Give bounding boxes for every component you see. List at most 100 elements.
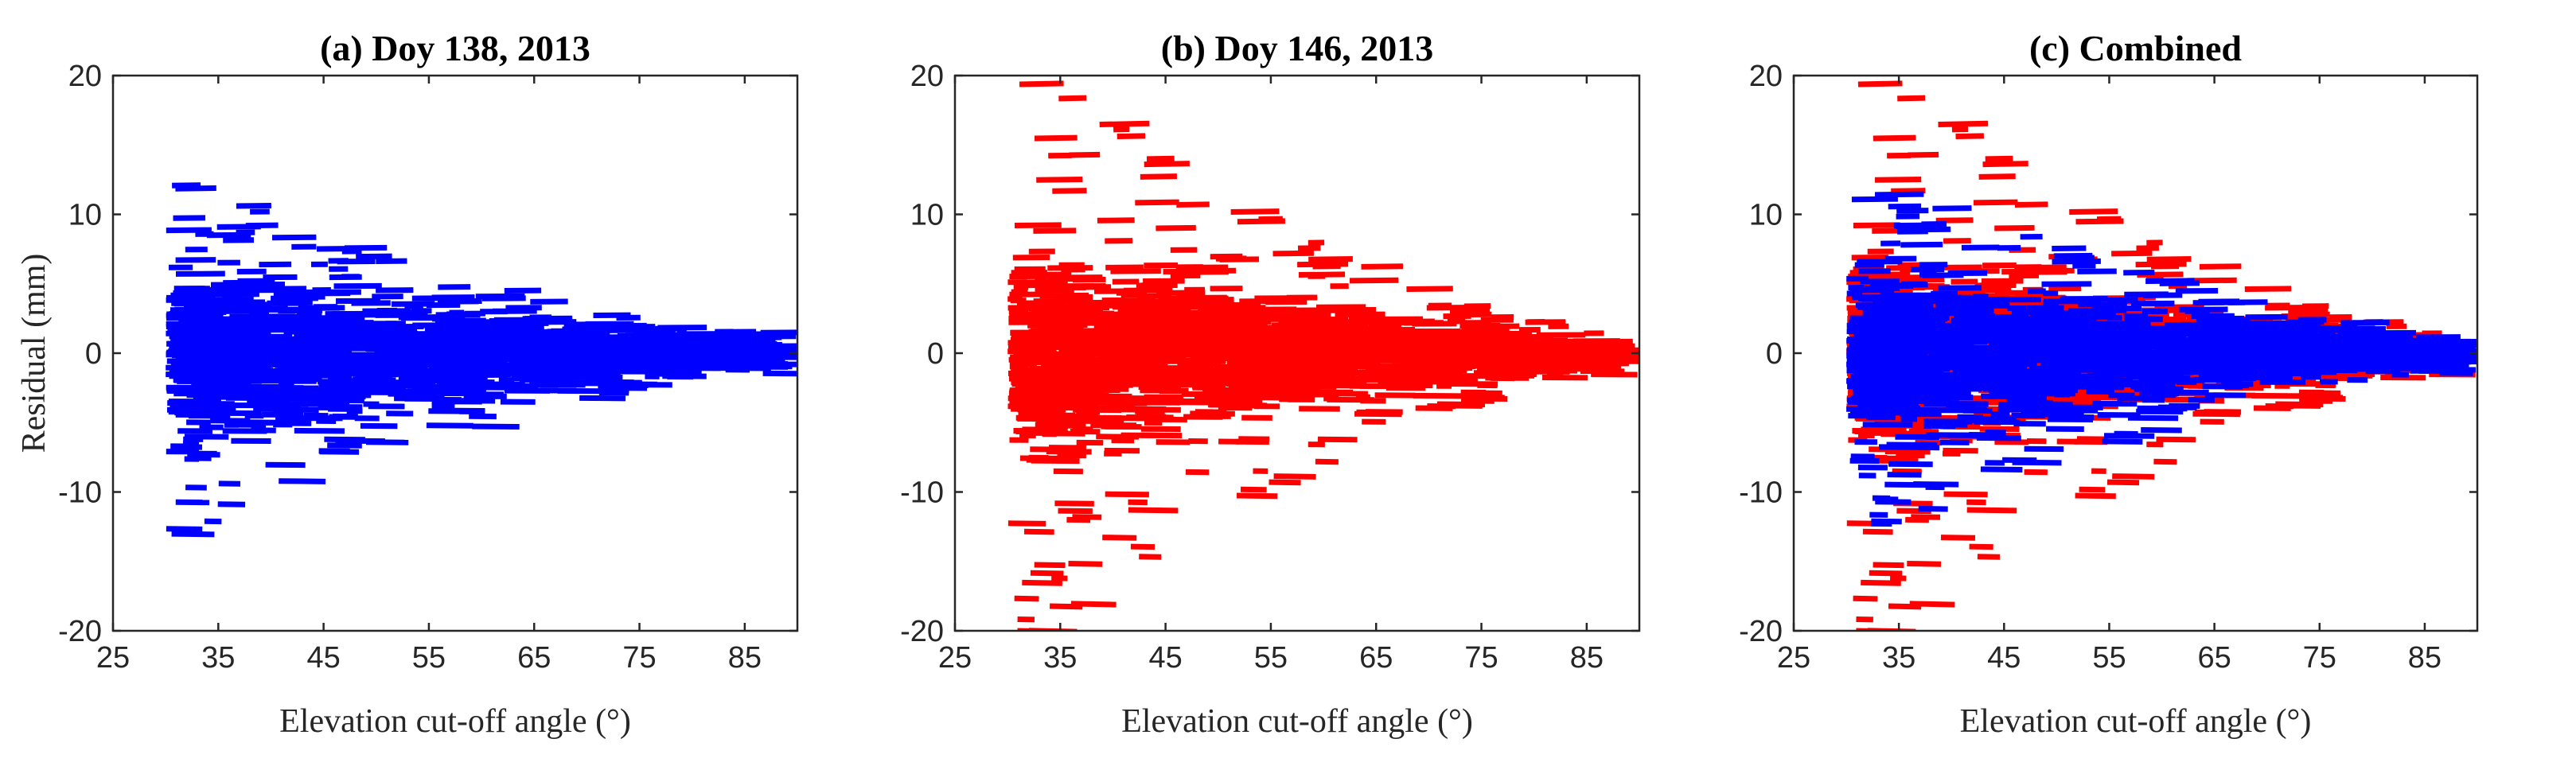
scatter-point [170, 444, 194, 450]
scatter-point [1291, 319, 1333, 325]
scatter-point [1182, 350, 1216, 356]
scatter-point [505, 305, 542, 311]
scatter-point [2026, 438, 2047, 445]
scatter-point [2307, 311, 2330, 317]
scatter-point [505, 322, 536, 329]
scatter-point [321, 340, 359, 346]
scatter-point [1966, 499, 1986, 506]
scatter-point [1264, 346, 1315, 352]
scatter-point [414, 331, 452, 337]
scatter-point [264, 313, 295, 320]
scatter-point [1873, 134, 1916, 142]
scatter-point [1101, 362, 1136, 368]
scatter-point [1139, 554, 1162, 560]
scatter-point [1297, 261, 1349, 268]
scatter-point [291, 243, 317, 250]
scatter-point [1028, 628, 1078, 631]
scatter-point [354, 415, 380, 422]
scatter-point [1014, 266, 1046, 272]
scatter-point [1192, 383, 1214, 390]
x-tick-label: 35 [1043, 641, 1077, 675]
scatter-point [198, 363, 221, 369]
scatter-point [1503, 360, 1519, 366]
scatter-point [1210, 321, 1249, 327]
scatter-point [225, 320, 248, 326]
scatter-point [172, 182, 201, 189]
scatter-point [1048, 275, 1094, 282]
scatter-point [203, 307, 221, 313]
scatter-point [393, 330, 419, 336]
scatter-point [1452, 364, 1471, 370]
scatter-point [207, 387, 233, 394]
scatter-point [279, 478, 326, 484]
scatter-point [1469, 353, 1485, 360]
scatter-point [1105, 238, 1133, 244]
scatter-point [1469, 311, 1492, 317]
scatter-point [1528, 355, 1551, 361]
scatter-point [229, 368, 274, 374]
scatter-point [1268, 338, 1305, 344]
scatter-point [1135, 199, 1179, 206]
x-tick-label: 65 [517, 641, 551, 675]
scatter-point [1155, 439, 1191, 445]
scatter-point [2079, 486, 2106, 493]
scatter-point [327, 442, 362, 449]
scatter-point [1030, 570, 1064, 577]
scatter-point [1100, 348, 1128, 355]
scatter-point [1874, 177, 1922, 183]
scatter-point [296, 387, 323, 393]
scatter-point [672, 361, 691, 368]
scatter-point [2031, 264, 2067, 270]
scatter-point [1547, 358, 1588, 364]
x-tick-label: 45 [306, 641, 340, 675]
scatter-point [2188, 277, 2237, 284]
scatter-point [168, 264, 193, 270]
scatter-point [2024, 469, 2048, 476]
scatter-point [217, 501, 246, 508]
scatter-point [1104, 418, 1124, 425]
scatter-point [1140, 387, 1166, 394]
chart-title: (b) Doy 146, 2013 [1161, 28, 1433, 68]
scatter-point [1152, 329, 1179, 336]
scatter-point [480, 309, 508, 315]
scatter-point [1536, 332, 1586, 338]
scatter-point [1058, 95, 1087, 102]
scatter-point [1058, 348, 1097, 355]
scatter-point [1140, 432, 1183, 439]
scatter-point [1861, 579, 1901, 586]
scatter-point [1409, 342, 1442, 348]
scatter-point [1008, 375, 1031, 382]
x-tick-label: 75 [622, 641, 656, 675]
scatter-point [1070, 309, 1095, 315]
scatter-point [1058, 262, 1085, 268]
scatter-point [277, 368, 319, 374]
scatter-point [1093, 317, 1122, 323]
y-tick-label: 0 [927, 337, 944, 371]
scatter-point [1869, 570, 1903, 577]
scatter-point [1284, 356, 1319, 362]
scatter-point [426, 422, 474, 429]
scatter-point [250, 208, 270, 215]
scatter-point [1271, 351, 1313, 357]
scatter-point [472, 423, 520, 430]
scatter-point [504, 287, 542, 294]
scatter-point [1076, 409, 1101, 415]
scatter-point [334, 329, 363, 336]
scatter-point [1018, 300, 1054, 306]
scatter-point [1482, 368, 1519, 374]
scatter-point [688, 333, 726, 340]
scatter-point [1192, 264, 1229, 270]
scatter-point [1057, 453, 1086, 459]
scatter-point [1143, 336, 1166, 343]
scatter-point [185, 484, 207, 491]
scatter-point [192, 379, 216, 386]
scatter-point [1099, 120, 1150, 127]
scatter-point [310, 355, 343, 361]
scatter-point [2298, 389, 2325, 396]
scatter-point [1058, 332, 1074, 339]
scatter-point [1027, 322, 1051, 329]
scatter-point [365, 328, 389, 334]
scatter-point [1253, 403, 1280, 410]
